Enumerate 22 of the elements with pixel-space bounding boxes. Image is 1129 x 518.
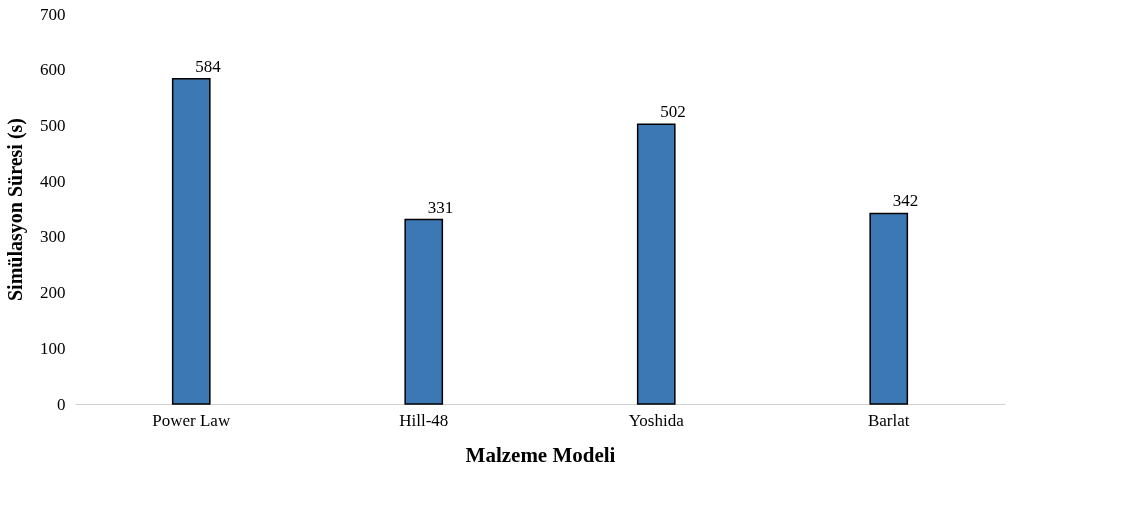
y-tick-label: 600 [40,60,66,80]
x-axis-title: Malzeme Modeli [465,442,616,467]
data-label: 584 [195,56,222,76]
x-tick-label: Hill-48 [399,410,449,430]
y-tick-label: 200 [40,283,66,303]
x-tick-label: Yoshida [628,410,685,430]
bar [869,212,909,405]
y-tick-label: 700 [40,4,66,24]
data-label: 502 [660,102,686,122]
bar [404,218,444,405]
y-tick-label: 300 [40,227,66,247]
y-axis-title: Simülasyon Süresi (s) [4,117,27,302]
x-tick-label: Power Law [152,410,231,430]
y-tick-label: 500 [40,115,66,135]
y-tick-label: 400 [40,171,66,191]
data-label: 331 [427,197,454,217]
bar [636,123,676,405]
x-tick-label: Barlat [867,410,910,430]
y-tick-label: 100 [40,338,66,358]
y-tick-label: 0 [57,394,66,414]
data-label: 342 [892,191,919,211]
bar [171,77,211,405]
